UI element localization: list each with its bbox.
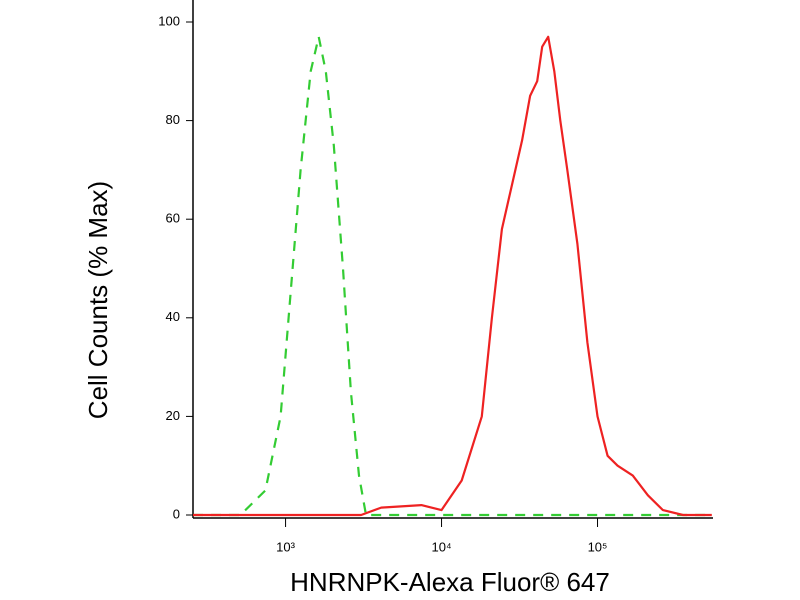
histogram-line: [193, 35, 712, 517]
histogram-line: [193, 35, 712, 517]
y-tick-label: 100: [158, 13, 180, 28]
y-tick-label: 80: [166, 112, 180, 127]
y-tick-label: 60: [166, 211, 180, 226]
x-tick-label: 10⁵: [588, 539, 608, 554]
y-axis-label: Cell Counts (% Max): [83, 181, 113, 419]
y-tick-label: 0: [173, 506, 180, 521]
y-tick-label: 20: [166, 408, 180, 423]
x-tick-label: 10⁴: [432, 539, 452, 554]
x-tick-label: 10³: [276, 539, 295, 554]
x-axis-label: HNRNPK-Alexa Fluor® 647: [290, 567, 610, 597]
y-tick-label: 40: [166, 309, 180, 324]
